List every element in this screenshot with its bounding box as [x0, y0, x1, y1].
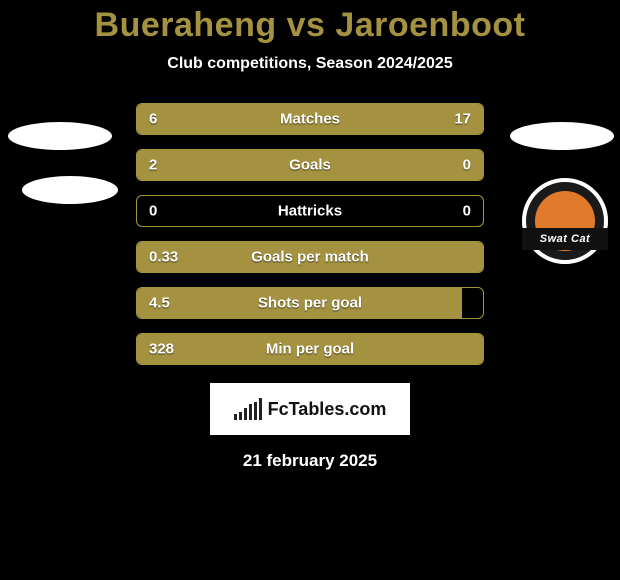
- stats-rows: 6Matches172Goals00Hattricks00.33Goals pe…: [136, 103, 484, 365]
- stat-row: 2Goals0: [136, 149, 484, 181]
- stat-row: 328Min per goal: [136, 333, 484, 365]
- stat-label: Goals: [137, 157, 483, 174]
- stat-row: 0Hattricks0: [136, 195, 484, 227]
- player-left-avatar-2: [22, 176, 118, 204]
- stat-value-right: 17: [454, 111, 471, 128]
- club-badge: Swat Cat: [522, 178, 608, 264]
- club-badge-text: Swat Cat: [522, 228, 608, 250]
- stat-label: Goals per match: [137, 249, 483, 266]
- player-left-avatar-1: [8, 122, 112, 150]
- logo-text: FcTables.com: [268, 399, 387, 420]
- stat-row: 4.5Shots per goal: [136, 287, 484, 319]
- stat-row: 0.33Goals per match: [136, 241, 484, 273]
- stat-label: Min per goal: [137, 341, 483, 358]
- page-title: Bueraheng vs Jaroenboot: [95, 6, 526, 45]
- stat-label: Hattricks: [137, 203, 483, 220]
- logo-bars-icon: [234, 398, 262, 420]
- date-text: 21 february 2025: [243, 451, 377, 471]
- stat-label: Matches: [137, 111, 483, 128]
- stat-row: 6Matches17: [136, 103, 484, 135]
- stat-value-right: 0: [463, 157, 471, 174]
- page-subtitle: Club competitions, Season 2024/2025: [167, 55, 452, 73]
- player-right-avatar: [510, 122, 614, 150]
- stat-value-right: 0: [463, 203, 471, 220]
- fctables-logo: FcTables.com: [210, 383, 410, 435]
- stat-label: Shots per goal: [137, 295, 483, 312]
